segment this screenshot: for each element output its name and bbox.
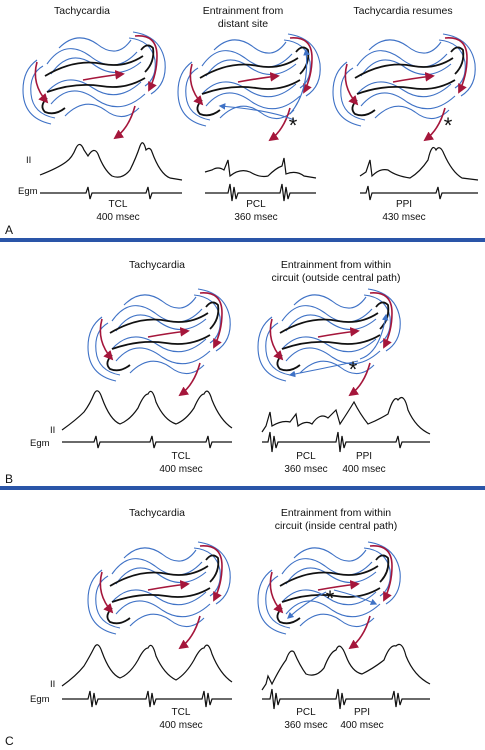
panel-c-ppi-label: PPI [354,707,370,718]
panel-a-ppi-value: 430 msec [382,212,425,223]
panel-c-egm-trace-2 [262,688,430,710]
panel-a-lead-ii: II [26,155,31,166]
panel-c-title-entrainment-2: circuit (inside central path) [275,520,398,532]
panel-a-ecg-trace-2 [204,157,317,179]
panel-a-letter: A [5,223,13,237]
panel-a-title-resumes: Tachycardia resumes [353,5,452,17]
panel-b-pcl-label: PCL [296,451,316,462]
panel-a-tcl-value: 400 msec [96,212,139,223]
panel-a-title-entrainment: Entrainment from [203,5,284,17]
panel-c-star-entrainment: * [326,586,335,611]
panel-c-lead-ii: II [50,679,55,690]
panel-b-ecg-trace-1 [61,390,233,431]
panel-b-title-entrainment-2: circuit (outside central path) [272,272,401,284]
panel-b-circuit-tachycardia [88,289,230,395]
panel-c-title-entrainment: Entrainment from within [281,507,391,519]
panel-separator-1 [0,238,485,242]
panel-b-star-entrainment: * [349,357,358,382]
panel-b-lead-ii: II [50,425,55,436]
panel-c-lead-egm: Egm [30,694,50,705]
panel-a-circuit-entrainment [178,34,320,140]
panel-b-pcl-value: 360 msec [284,464,327,475]
panel-b-title-entrainment: Entrainment from within [281,259,391,271]
panel-b-circuit-entrainment [258,289,400,395]
panel-b-letter: B [5,472,13,486]
panel-c-circuit-entrainment [258,542,400,648]
panel-a-title-entrainment-2: distant site [218,18,268,30]
panel-c-pcl-value: 360 msec [284,720,327,731]
panel-b-ppi-value: 400 msec [342,464,385,475]
panel-c-ecg-trace-1 [61,644,233,687]
panel-a-star-resumes: * [444,113,453,138]
panel-separator-2 [0,486,485,490]
panel-c-pcl-label: PCL [296,707,316,718]
panel-c-tcl-label: TCL [172,707,191,718]
panel-a-egm-trace-1 [40,186,182,200]
panel-a-pcl-value: 360 msec [234,212,277,223]
panel-c-circuit-tachycardia [88,542,230,648]
panel-c-ecg-trace-2 [261,643,431,691]
panel-c-tcl-value: 400 msec [159,720,202,731]
panel-a-ecg-trace-1 [39,142,183,181]
panel-b-tcl-label: TCL [172,451,191,462]
panel-b-ecg-trace-2 [261,397,431,435]
panel-a-lead-egm: Egm [18,186,38,197]
panel-c-ppi-value: 400 msec [340,720,383,731]
panel-b-egm-trace-2 [262,431,430,453]
panel-b-title-tachycardia: Tachycardia [129,259,185,271]
panel-b-tcl-value: 400 msec [159,464,202,475]
panel-a-circuit-tachycardia [23,32,165,138]
panel-b-lead-egm: Egm [30,438,50,449]
panel-a-ppi-label: PPI [396,199,412,210]
panel-a-egm-trace-2 [205,183,316,202]
panel-b-ppi-label: PPI [356,451,372,462]
panel-a-egm-trace-3 [360,185,478,201]
panel-a-star-entrainment: * [289,113,298,138]
panel-a-tcl-label: TCL [109,199,128,210]
panel-b-egm-trace-1 [62,435,232,449]
panel-c-title-tachycardia: Tachycardia [129,507,185,519]
panel-a-circuit-resumes [333,34,475,140]
panel-a-title-tachycardia: Tachycardia [54,5,110,17]
panel-c-letter: C [5,734,14,748]
panel-a-ecg-trace-3 [359,147,479,181]
panel-c-egm-trace-1 [62,690,232,708]
panel-a-pcl-label: PCL [246,199,266,210]
